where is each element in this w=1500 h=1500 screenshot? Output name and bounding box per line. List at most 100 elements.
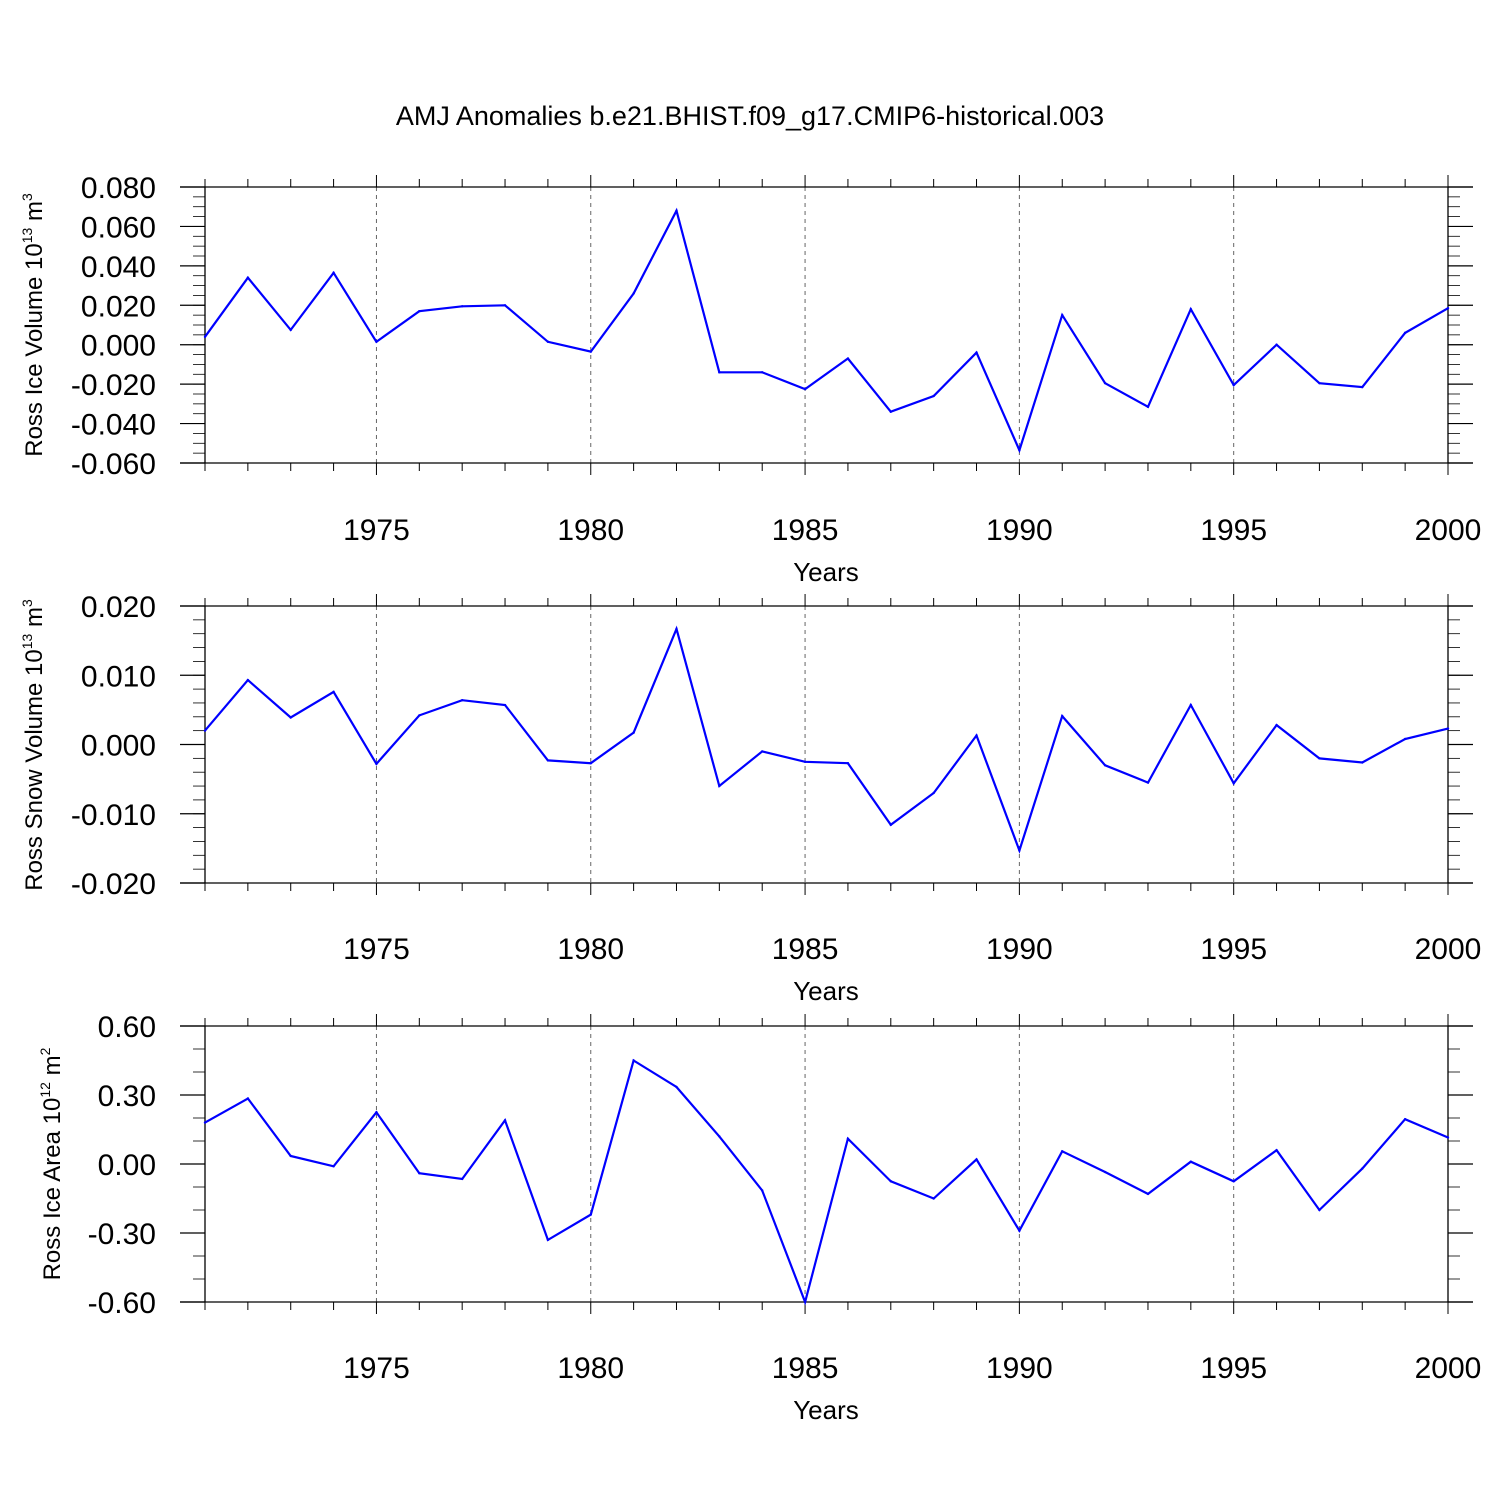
x-tick-label: 1975 bbox=[343, 933, 410, 966]
data-point bbox=[1189, 1160, 1193, 1163]
x-tick-label: 1980 bbox=[557, 1352, 624, 1385]
data-point bbox=[1061, 313, 1064, 317]
y-axis-label-unit-exponent: 3 bbox=[19, 599, 35, 607]
data-point bbox=[1018, 849, 1021, 852]
data-point bbox=[546, 1238, 550, 1242]
data-point bbox=[1361, 385, 1364, 389]
y-tick-label: -0.010 bbox=[71, 799, 156, 832]
y-tick-label: -0.30 bbox=[88, 1218, 156, 1251]
y-axis-label-exponent: 13 bbox=[19, 228, 35, 244]
x-tick-label: 1995 bbox=[1200, 933, 1267, 966]
data-point bbox=[846, 1137, 850, 1140]
data-point bbox=[975, 734, 978, 737]
data-point bbox=[418, 1172, 421, 1175]
data-point bbox=[1318, 381, 1321, 385]
x-tick-label: 1990 bbox=[986, 1352, 1053, 1385]
data-point bbox=[503, 703, 507, 707]
data-point bbox=[203, 335, 207, 339]
y-tick-label: -0.020 bbox=[71, 868, 156, 901]
data-point bbox=[546, 759, 550, 762]
chart-panel-ross-ice-volume: -0.060 -0.040 -0.020 0.000 0.020 0.040 0.060 0.… bbox=[19, 172, 1481, 587]
data-point bbox=[718, 1135, 721, 1138]
data-point bbox=[1403, 1117, 1407, 1121]
data-point bbox=[846, 761, 850, 765]
y-tick-label: 0.00 bbox=[98, 1149, 156, 1182]
x-tick-label: 1980 bbox=[557, 933, 624, 966]
y-axis-label: Ross Ice Area 1012 m2 bbox=[37, 1047, 66, 1280]
y-tick-label: -0.020 bbox=[71, 369, 156, 402]
data-point bbox=[1361, 1167, 1364, 1170]
series-line-ross-ice-area bbox=[204, 1058, 1449, 1306]
data-point bbox=[632, 731, 635, 734]
data-point bbox=[589, 761, 592, 765]
data-point bbox=[246, 276, 250, 279]
y-tick-label: 0.60 bbox=[98, 1011, 156, 1044]
x-tick-label: 1985 bbox=[772, 1352, 839, 1385]
x-tick-label: 1985 bbox=[772, 933, 839, 966]
data-point bbox=[1446, 727, 1450, 730]
x-tick-label: 2000 bbox=[1415, 933, 1482, 966]
y-tick-label: 0.30 bbox=[98, 1080, 156, 1113]
data-point bbox=[375, 762, 378, 766]
data-point bbox=[1103, 764, 1107, 767]
data-point bbox=[1103, 1170, 1107, 1174]
data-point bbox=[289, 328, 292, 332]
data-point bbox=[675, 1085, 678, 1089]
data-point bbox=[1275, 723, 1278, 727]
figure-title: AMJ Anomalies b.e21.BHIST.f09_g17.CMIP6-… bbox=[396, 101, 1104, 131]
data-point bbox=[1061, 1150, 1064, 1153]
y-tick-label: 0.060 bbox=[81, 211, 156, 244]
y-axis-label-main: Ross Ice Volume 10 bbox=[21, 243, 48, 456]
data-point bbox=[1232, 1180, 1235, 1183]
data-point bbox=[718, 371, 721, 374]
data-point bbox=[1103, 381, 1107, 385]
data-point bbox=[1446, 307, 1450, 310]
chart-panel-ross-snow-volume: -0.020 -0.010 0.000 0.010 0.020 1975 1980 1985 1… bbox=[19, 591, 1481, 1006]
data-point bbox=[803, 1300, 807, 1304]
x-axis-label: Years bbox=[793, 976, 859, 1006]
y-axis-label-unit: m bbox=[39, 1055, 66, 1082]
data-point bbox=[1232, 782, 1235, 785]
series-line-ross-snow-volume bbox=[204, 625, 1449, 854]
x-axis-label: Years bbox=[793, 557, 859, 587]
data-point bbox=[803, 387, 807, 391]
x-tick-label: 1975 bbox=[343, 514, 410, 547]
data-point bbox=[460, 698, 464, 702]
data-point bbox=[246, 1097, 250, 1100]
x-tick-label: 1980 bbox=[557, 514, 624, 547]
y-tick-label: 0.000 bbox=[81, 730, 156, 763]
y-axis-label-main: Ross Ice Area 10 bbox=[39, 1098, 66, 1281]
data-point bbox=[546, 340, 550, 343]
data-point bbox=[1403, 737, 1407, 741]
data-point bbox=[589, 350, 592, 353]
data-point bbox=[503, 1119, 507, 1122]
data-point bbox=[1318, 757, 1321, 760]
y-axis-label: Ross Ice Volume 1013 m3 bbox=[19, 193, 48, 457]
data-point bbox=[932, 394, 935, 398]
data-point bbox=[889, 410, 892, 413]
series-line-ross-ice-volume bbox=[204, 207, 1449, 454]
x-tick-label: 1995 bbox=[1200, 1352, 1267, 1385]
data-point bbox=[1146, 1192, 1150, 1196]
y-axis-label-exponent: 13 bbox=[19, 634, 35, 650]
data-point bbox=[332, 1165, 335, 1168]
data-point bbox=[932, 791, 935, 795]
x-tick-label: 1995 bbox=[1200, 514, 1267, 547]
y-tick-label: 0.020 bbox=[81, 591, 156, 624]
data-point bbox=[203, 1121, 207, 1124]
data-point bbox=[761, 750, 764, 753]
data-point bbox=[418, 310, 421, 313]
data-point bbox=[718, 784, 721, 788]
y-tick-label: 0.040 bbox=[81, 251, 156, 284]
data-point bbox=[846, 357, 850, 360]
data-point bbox=[1018, 448, 1021, 452]
y-axis-label-unit-exponent: 3 bbox=[19, 193, 35, 201]
data-point bbox=[332, 690, 335, 694]
data-point bbox=[1189, 308, 1193, 311]
data-point bbox=[675, 627, 678, 631]
data-point bbox=[1189, 703, 1193, 707]
data-point bbox=[1318, 1208, 1321, 1212]
data-point bbox=[1361, 761, 1364, 764]
y-tick-label: 0.000 bbox=[81, 330, 156, 363]
